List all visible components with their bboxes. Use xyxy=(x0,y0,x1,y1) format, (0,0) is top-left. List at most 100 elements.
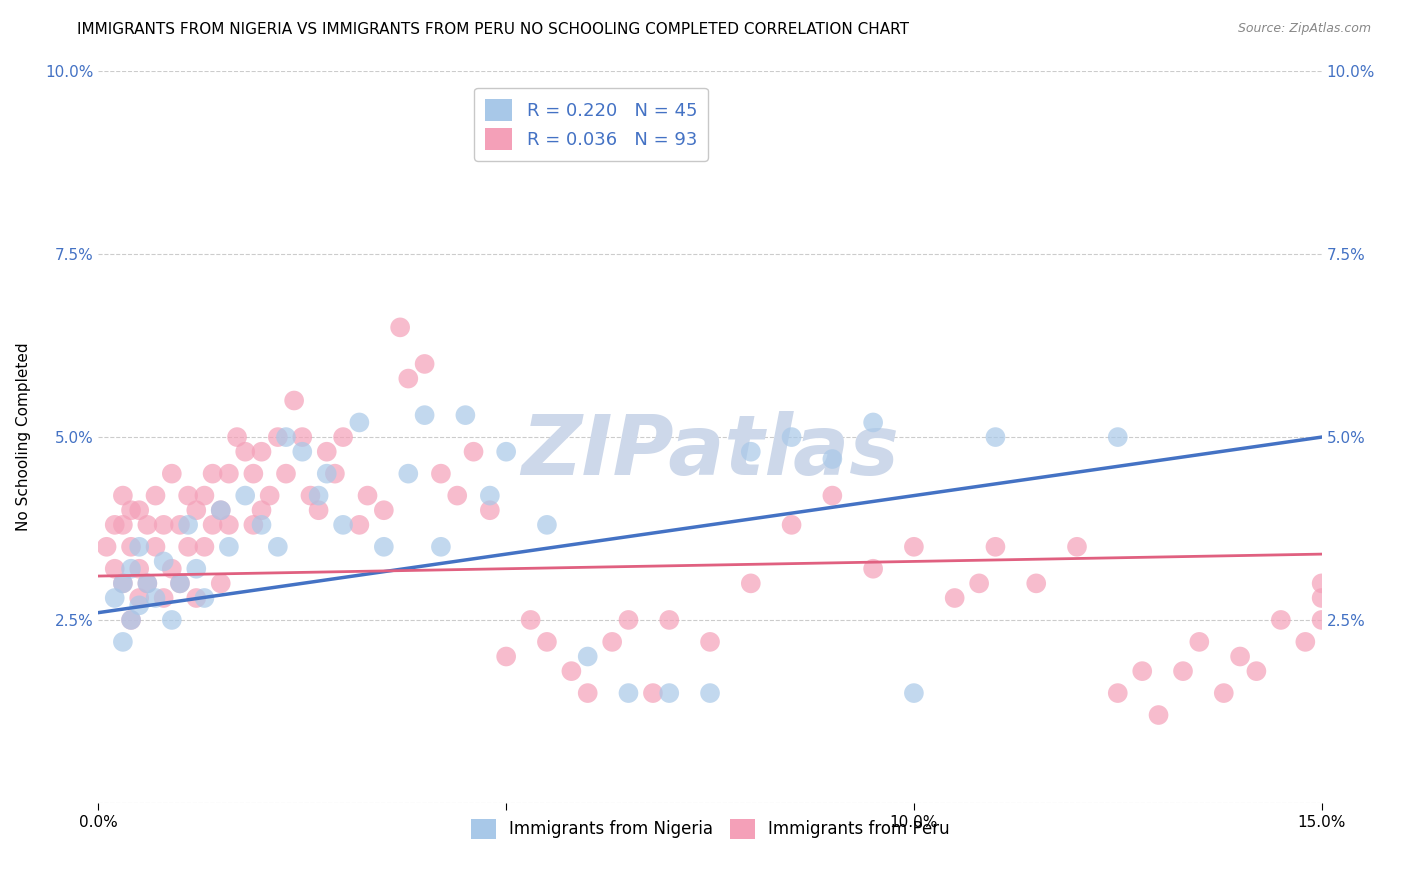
Point xyxy=(430,467,453,481)
Point xyxy=(332,430,354,444)
Point xyxy=(463,444,485,458)
Point xyxy=(903,686,925,700)
Point xyxy=(315,444,337,458)
Point xyxy=(967,576,990,591)
Point xyxy=(250,444,273,458)
Point xyxy=(560,664,582,678)
Point xyxy=(242,467,264,481)
Point xyxy=(267,430,290,444)
Point xyxy=(617,686,640,700)
Point xyxy=(495,444,517,458)
Point xyxy=(169,576,191,591)
Point xyxy=(323,467,346,481)
Point xyxy=(373,503,395,517)
Point xyxy=(862,416,884,430)
Point xyxy=(984,540,1007,554)
Point xyxy=(862,562,884,576)
Point xyxy=(1246,664,1268,678)
Point xyxy=(145,540,167,554)
Point xyxy=(274,467,297,481)
Point xyxy=(267,540,290,554)
Point xyxy=(576,649,599,664)
Point xyxy=(478,503,501,517)
Point xyxy=(136,576,159,591)
Point xyxy=(193,591,215,605)
Point xyxy=(1066,540,1088,554)
Point xyxy=(943,591,966,605)
Point xyxy=(111,489,134,503)
Point xyxy=(536,635,558,649)
Point xyxy=(274,430,297,444)
Point xyxy=(454,408,477,422)
Point xyxy=(218,540,240,554)
Point xyxy=(576,686,599,700)
Point xyxy=(136,576,159,591)
Text: ZIPatlas: ZIPatlas xyxy=(522,411,898,492)
Point xyxy=(446,489,468,503)
Point xyxy=(349,517,371,532)
Point xyxy=(780,517,803,532)
Point xyxy=(536,517,558,532)
Point xyxy=(209,503,232,517)
Point xyxy=(177,540,200,554)
Point xyxy=(152,554,174,568)
Point xyxy=(169,517,191,532)
Point xyxy=(218,517,240,532)
Point xyxy=(356,489,378,503)
Point xyxy=(308,489,330,503)
Point xyxy=(1130,664,1153,678)
Point xyxy=(177,489,200,503)
Point xyxy=(699,686,721,700)
Point xyxy=(111,576,134,591)
Point xyxy=(315,467,337,481)
Point xyxy=(389,320,412,334)
Point xyxy=(128,562,150,576)
Point xyxy=(145,591,167,605)
Point xyxy=(250,503,273,517)
Point xyxy=(152,591,174,605)
Point xyxy=(186,503,208,517)
Point xyxy=(111,517,134,532)
Point xyxy=(233,489,256,503)
Point xyxy=(104,517,127,532)
Point xyxy=(186,591,208,605)
Text: IMMIGRANTS FROM NIGERIA VS IMMIGRANTS FROM PERU NO SCHOOLING COMPLETED CORRELATI: IMMIGRANTS FROM NIGERIA VS IMMIGRANTS FR… xyxy=(77,22,910,37)
Point xyxy=(740,444,762,458)
Point xyxy=(120,503,142,517)
Point xyxy=(903,540,925,554)
Point xyxy=(111,576,134,591)
Point xyxy=(430,540,453,554)
Point xyxy=(120,540,142,554)
Point xyxy=(641,686,664,700)
Point xyxy=(1229,649,1251,664)
Point xyxy=(495,649,517,664)
Point xyxy=(226,430,249,444)
Point xyxy=(1188,635,1211,649)
Point xyxy=(332,517,354,532)
Point xyxy=(658,686,681,700)
Point xyxy=(699,635,721,649)
Point xyxy=(218,467,240,481)
Point xyxy=(186,562,208,576)
Point xyxy=(1310,591,1333,605)
Legend: Immigrants from Nigeria, Immigrants from Peru: Immigrants from Nigeria, Immigrants from… xyxy=(464,812,956,846)
Point xyxy=(396,467,419,481)
Point xyxy=(160,562,183,576)
Point xyxy=(120,613,142,627)
Point xyxy=(1107,686,1129,700)
Point xyxy=(259,489,281,503)
Point xyxy=(1310,613,1333,627)
Point xyxy=(104,562,127,576)
Point xyxy=(821,489,844,503)
Point xyxy=(120,562,142,576)
Point xyxy=(201,517,224,532)
Point xyxy=(1270,613,1292,627)
Point xyxy=(145,489,167,503)
Point xyxy=(1107,430,1129,444)
Point xyxy=(740,576,762,591)
Point xyxy=(780,430,803,444)
Point xyxy=(128,540,150,554)
Point xyxy=(104,591,127,605)
Text: Source: ZipAtlas.com: Source: ZipAtlas.com xyxy=(1237,22,1371,36)
Point xyxy=(283,393,305,408)
